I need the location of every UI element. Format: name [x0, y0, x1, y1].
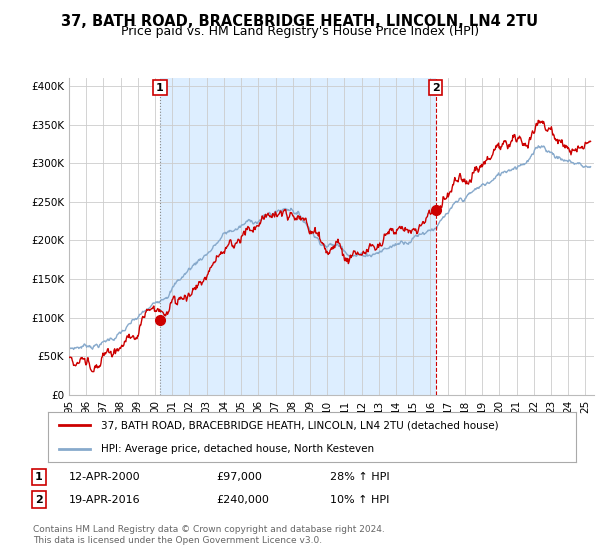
Text: 37, BATH ROAD, BRACEBRIDGE HEATH, LINCOLN, LN4 2TU: 37, BATH ROAD, BRACEBRIDGE HEATH, LINCOL…	[61, 14, 539, 29]
Text: 1: 1	[156, 83, 164, 92]
Text: 2: 2	[432, 83, 440, 92]
Text: 2: 2	[35, 494, 43, 505]
Bar	[160, 78, 436, 395]
Text: 19-APR-2016: 19-APR-2016	[69, 494, 140, 505]
Text: Contains HM Land Registry data © Crown copyright and database right 2024.
This d: Contains HM Land Registry data © Crown c…	[33, 525, 385, 545]
Text: 10% ↑ HPI: 10% ↑ HPI	[330, 494, 389, 505]
Text: £97,000: £97,000	[216, 472, 262, 482]
Text: 12-APR-2000: 12-APR-2000	[69, 472, 140, 482]
Text: Price paid vs. HM Land Registry's House Price Index (HPI): Price paid vs. HM Land Registry's House …	[121, 25, 479, 38]
Text: HPI: Average price, detached house, North Kesteven: HPI: Average price, detached house, Nort…	[101, 445, 374, 454]
Text: 28% ↑ HPI: 28% ↑ HPI	[330, 472, 389, 482]
Text: 1: 1	[35, 472, 43, 482]
Text: 37, BATH ROAD, BRACEBRIDGE HEATH, LINCOLN, LN4 2TU (detached house): 37, BATH ROAD, BRACEBRIDGE HEATH, LINCOL…	[101, 420, 499, 430]
Text: £240,000: £240,000	[216, 494, 269, 505]
